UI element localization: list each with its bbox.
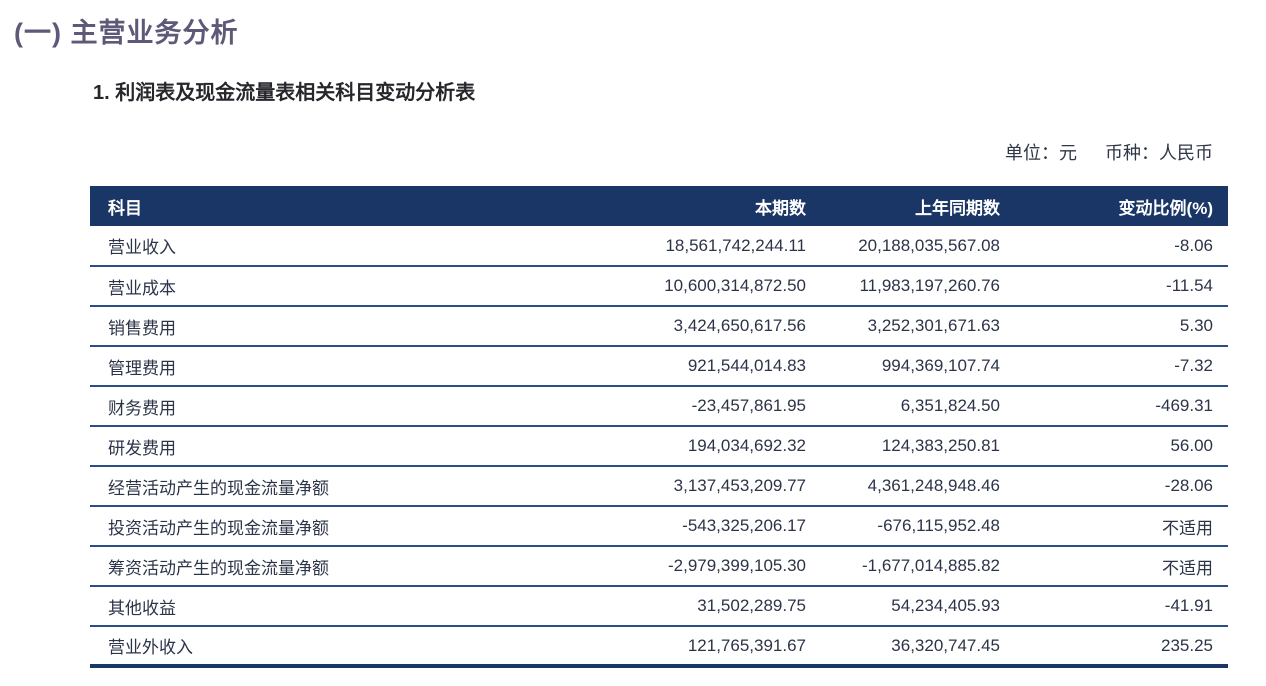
cell-subject: 财务费用 xyxy=(90,386,617,427)
cell-current: 194,034,692.32 xyxy=(617,426,821,467)
cell-current: 921,544,014.83 xyxy=(617,346,821,387)
table-row: 其他收益 31,502,289.75 54,234,405.93 -41.91 xyxy=(90,586,1228,627)
cell-prior: 11,983,197,260.76 xyxy=(821,266,1015,307)
cell-change: -28.06 xyxy=(1015,466,1228,507)
column-header-prior: 上年同期数 xyxy=(821,186,1015,226)
cell-subject: 营业收入 xyxy=(90,226,617,267)
table-header: 科目 本期数 上年同期数 变动比例(%) xyxy=(90,186,1228,226)
cell-prior: 20,188,035,567.08 xyxy=(821,226,1015,267)
cell-current: -2,979,399,105.30 xyxy=(617,546,821,587)
cell-subject: 筹资活动产生的现金流量净额 xyxy=(90,546,617,587)
cell-change: -41.91 xyxy=(1015,586,1228,627)
unit-label: 单位：元 xyxy=(1005,143,1077,163)
cell-subject: 投资活动产生的现金流量净额 xyxy=(90,506,617,547)
cell-change: -7.32 xyxy=(1015,346,1228,387)
currency-label: 币种：人民币 xyxy=(1105,143,1213,163)
header-row: 科目 本期数 上年同期数 变动比例(%) xyxy=(90,186,1228,226)
cell-subject: 营业成本 xyxy=(90,266,617,307)
cell-prior: 994,369,107.74 xyxy=(821,346,1015,387)
cell-change: 不适用 xyxy=(1015,546,1228,587)
section-title: (一) 主营业务分析 xyxy=(14,18,239,48)
cell-current: -23,457,861.95 xyxy=(617,386,821,427)
cell-current: -543,325,206.17 xyxy=(617,506,821,547)
cell-subject: 经营活动产生的现金流量净额 xyxy=(90,466,617,507)
cell-subject: 营业外收入 xyxy=(90,626,617,668)
table-row: 投资活动产生的现金流量净额 -543,325,206.17 -676,115,9… xyxy=(90,506,1228,547)
unit-note: 单位：元 币种：人民币 xyxy=(1005,139,1213,165)
cell-subject: 研发费用 xyxy=(90,426,617,467)
cell-change: 不适用 xyxy=(1015,506,1228,547)
table-body: 营业收入 18,561,742,244.11 20,188,035,567.08… xyxy=(90,226,1228,668)
cell-current: 3,137,453,209.77 xyxy=(617,466,821,507)
cell-prior: 36,320,747.45 xyxy=(821,626,1015,668)
table-row: 营业外收入 121,765,391.67 36,320,747.45 235.2… xyxy=(90,626,1228,668)
table-row: 营业收入 18,561,742,244.11 20,188,035,567.08… xyxy=(90,226,1228,267)
cell-subject: 其他收益 xyxy=(90,586,617,627)
table-row: 筹资活动产生的现金流量净额 -2,979,399,105.30 -1,677,0… xyxy=(90,546,1228,587)
cell-prior: -1,677,014,885.82 xyxy=(821,546,1015,587)
table-row: 财务费用 -23,457,861.95 6,351,824.50 -469.31 xyxy=(90,386,1228,427)
cell-current: 18,561,742,244.11 xyxy=(617,226,821,267)
cell-change: -8.06 xyxy=(1015,226,1228,267)
cell-subject: 销售费用 xyxy=(90,306,617,347)
cell-prior: 54,234,405.93 xyxy=(821,586,1015,627)
cell-change: -469.31 xyxy=(1015,386,1228,427)
table-row: 销售费用 3,424,650,617.56 3,252,301,671.63 5… xyxy=(90,306,1228,347)
table-subtitle: 1. 利润表及现金流量表相关科目变动分析表 xyxy=(93,82,476,104)
table-row: 营业成本 10,600,314,872.50 11,983,197,260.76… xyxy=(90,266,1228,307)
table-row: 管理费用 921,544,014.83 994,369,107.74 -7.32 xyxy=(90,346,1228,387)
column-header-current: 本期数 xyxy=(617,186,821,226)
cell-change: 56.00 xyxy=(1015,426,1228,467)
cell-change: -11.54 xyxy=(1015,266,1228,307)
cell-current: 3,424,650,617.56 xyxy=(617,306,821,347)
cell-current: 31,502,289.75 xyxy=(617,586,821,627)
cell-change: 5.30 xyxy=(1015,306,1228,347)
table-row: 研发费用 194,034,692.32 124,383,250.81 56.00 xyxy=(90,426,1228,467)
cell-prior: 4,361,248,948.46 xyxy=(821,466,1015,507)
cell-prior: 3,252,301,671.63 xyxy=(821,306,1015,347)
cell-prior: 6,351,824.50 xyxy=(821,386,1015,427)
cell-current: 10,600,314,872.50 xyxy=(617,266,821,307)
cell-prior: 124,383,250.81 xyxy=(821,426,1015,467)
column-header-change: 变动比例(%) xyxy=(1015,186,1228,226)
cell-subject: 管理费用 xyxy=(90,346,617,387)
column-header-subject: 科目 xyxy=(90,186,617,226)
cell-current: 121,765,391.67 xyxy=(617,626,821,668)
cell-change: 235.25 xyxy=(1015,626,1228,668)
cell-prior: -676,115,952.48 xyxy=(821,506,1015,547)
table-row: 经营活动产生的现金流量净额 3,137,453,209.77 4,361,248… xyxy=(90,466,1228,507)
analysis-table: 科目 本期数 上年同期数 变动比例(%) 营业收入 18,561,742,244… xyxy=(90,186,1228,668)
